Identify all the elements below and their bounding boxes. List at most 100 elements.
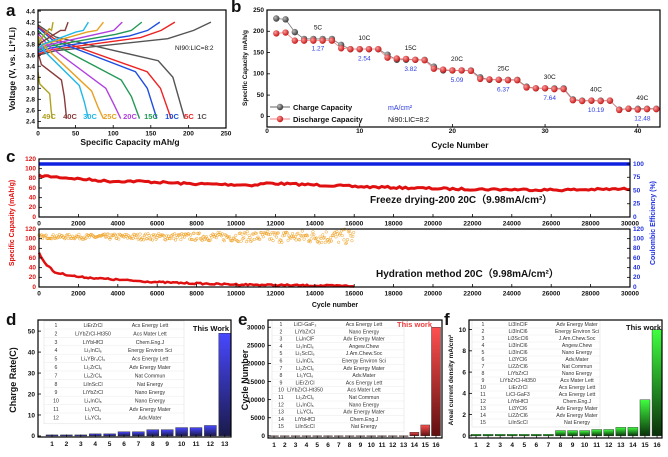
efficiency-point xyxy=(179,238,183,242)
table-cell-material: Li₃InCl₆ xyxy=(296,359,313,365)
rate-label: 10C xyxy=(358,35,370,42)
y-tick-label: 3.6 xyxy=(26,52,35,59)
reference-table: 1 LiCl-GaF₃ Acs Energy Lett 2 LiYbZrCl Nano E… xyxy=(271,319,405,432)
x-tick-label: 12 xyxy=(207,441,215,448)
panel-label-d: d xyxy=(6,310,16,329)
table-cell-index: 8 xyxy=(55,382,58,388)
x-tick-label: 13 xyxy=(400,442,408,449)
x-tick-label: 10 xyxy=(368,442,376,449)
efficiency-point xyxy=(178,232,182,237)
x-tick-label: 11 xyxy=(193,441,200,448)
x-tick-label: 7 xyxy=(547,442,551,449)
table-background xyxy=(471,319,601,428)
x-tick-label: 2 xyxy=(486,442,490,449)
efficiency-point xyxy=(55,234,59,238)
table-cell-material: Li₃YCl₆ xyxy=(297,410,314,416)
x-tick-label: 0 xyxy=(37,221,41,228)
efficiency-point xyxy=(171,232,175,237)
x-tick-label: 5 xyxy=(315,442,319,449)
x-tick-label: 24000 xyxy=(503,221,521,228)
table-cell-material: LiCl-GaF₃ xyxy=(294,322,317,328)
bar-16 xyxy=(431,327,441,437)
y-tick-label: 0 xyxy=(462,433,466,440)
y-tick-label: 150 xyxy=(253,49,264,56)
efficiency-point xyxy=(348,231,352,235)
rate-label: 40C xyxy=(590,86,602,93)
table-cell-index: 6 xyxy=(55,365,58,371)
current-density-label: 12.48 xyxy=(634,116,651,123)
x-tick-label: 26000 xyxy=(542,291,560,298)
efficiency-point xyxy=(248,235,252,240)
ratio-annotation: NI90:LIC=8:2 xyxy=(175,45,214,52)
table-cell-material: Li₃YCl₆ xyxy=(297,373,314,379)
efficiency-point xyxy=(273,233,277,237)
efficiency-point xyxy=(198,236,202,241)
y-tick-label: 2.6 xyxy=(26,108,35,115)
x-tick-label: 14000 xyxy=(306,221,324,228)
bar-11 xyxy=(591,429,602,437)
table-cell-index: 7 xyxy=(55,373,58,379)
x-tick-label: 1 xyxy=(272,442,276,449)
y-tick-label: 4 xyxy=(462,391,466,398)
table-cell-journal: Nano Energy xyxy=(135,399,166,405)
y-tick-label: 50 xyxy=(28,328,36,335)
charge-curve-30C xyxy=(37,21,89,50)
efficiency-point xyxy=(342,238,346,242)
x-tick-label: 10 xyxy=(581,442,589,449)
table-cell-material: LiErZrCl xyxy=(295,380,314,386)
efficiency-point xyxy=(270,231,274,235)
efficiency-point xyxy=(335,229,339,233)
efficiency-point xyxy=(244,232,248,236)
x-axis-title: Specific Capacity mAh/g xyxy=(80,137,179,147)
x-tick-label: 0 xyxy=(36,131,40,138)
efficiency-point xyxy=(195,237,199,241)
y-tick-label: 4.2 xyxy=(26,19,35,26)
efficiency-point xyxy=(309,237,313,241)
efficiency-point xyxy=(165,234,169,238)
table-cell-index: 5 xyxy=(55,357,58,363)
efficiency-point xyxy=(189,233,193,237)
efficiency-point xyxy=(345,241,349,245)
table-cell-index: 11 xyxy=(480,392,485,398)
x-tick-label: 5 xyxy=(108,441,112,448)
table-cell-index: 2 xyxy=(482,329,485,335)
series-line-charge xyxy=(276,18,657,110)
x-tick-label: 16000 xyxy=(345,291,363,298)
table-cell-material: Li₃InClF xyxy=(296,337,315,343)
efficiency-point xyxy=(329,239,334,243)
y-tick-label: 20 xyxy=(29,204,37,211)
y-tick-label: 2 xyxy=(462,412,466,419)
rate-label-40C: 40C xyxy=(63,112,77,121)
table-cell-material: LiYbZrCl-Ht350 xyxy=(500,378,536,384)
efficiency-point xyxy=(298,238,302,242)
x-tick-label: 30 xyxy=(541,128,549,135)
efficiency-point xyxy=(137,236,141,240)
efficiency-point xyxy=(180,232,184,236)
table-cell-index: 9 xyxy=(482,378,485,384)
efficiency-point xyxy=(296,231,300,235)
discharge-point xyxy=(653,105,660,113)
y-axis-title: Charge Rate(C) xyxy=(8,347,18,413)
y-tick-label: 120 xyxy=(633,226,644,233)
x-tick-label: 6 xyxy=(535,442,539,449)
efficiency-point xyxy=(87,233,91,237)
table-cell-material: Li3YCl6 xyxy=(509,406,527,412)
discharge-point xyxy=(439,66,447,73)
table-cell-index: 4 xyxy=(55,348,58,354)
y-tick-label: 30 xyxy=(28,370,36,377)
y-axis-title: Cycle Number xyxy=(240,349,250,410)
efficiency-point xyxy=(142,238,146,242)
x-tick-label: 8000 xyxy=(189,291,204,298)
efficiency-point xyxy=(321,233,325,237)
table-cell-journal: Acs Mater Lett xyxy=(347,388,381,394)
x-tick-label: 15 xyxy=(422,442,430,449)
table-cell-index: 12 xyxy=(278,402,284,408)
x-tick-label: 3 xyxy=(79,441,83,448)
plot-area-f xyxy=(468,319,663,439)
efficiency-point xyxy=(150,238,155,242)
efficiency-point xyxy=(302,237,306,241)
efficiency-point xyxy=(173,232,177,236)
y-tick-label: 0 xyxy=(31,433,35,440)
table-cell-journal: Acs Energy Lett xyxy=(559,392,596,398)
table-cell-index: 15 xyxy=(480,420,486,426)
